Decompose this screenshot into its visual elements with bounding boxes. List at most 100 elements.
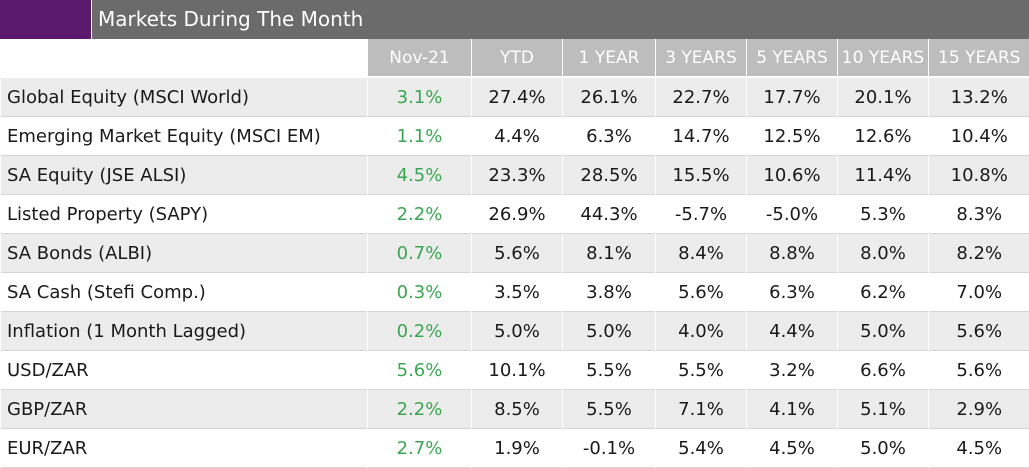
return-cell: 4.5%	[929, 429, 1029, 468]
return-cell: 10.4%	[929, 117, 1029, 156]
return-cell: 5.6%	[656, 273, 747, 312]
table-row: Listed Property (SAPY)2.2%26.9%44.3%-5.7…	[1, 195, 1029, 234]
return-cell: 4.1%	[747, 390, 838, 429]
return-cell: 8.4%	[656, 234, 747, 273]
table-row: SA Equity (JSE ALSI)4.5%23.3%28.5%15.5%1…	[1, 156, 1029, 195]
return-cell: 5.0%	[838, 312, 929, 351]
row-label: Emerging Market Equity (MSCI EM)	[1, 117, 368, 156]
return-cell: 4.4%	[472, 117, 563, 156]
return-cell: 7.1%	[656, 390, 747, 429]
title-bar: Markets During The Month	[0, 0, 1029, 39]
return-cell: 12.5%	[747, 117, 838, 156]
return-cell: 5.0%	[838, 429, 929, 468]
row-label: SA Bonds (ALBI)	[1, 234, 368, 273]
return-cell: 15.5%	[656, 156, 747, 195]
column-header: 3 YEARS	[656, 39, 747, 77]
header-blank-cell	[1, 39, 368, 77]
month-return-cell: 3.1%	[368, 77, 472, 117]
return-cell: 8.1%	[563, 234, 656, 273]
month-return-cell: 0.3%	[368, 273, 472, 312]
return-cell: 5.5%	[563, 390, 656, 429]
return-cell: 8.3%	[929, 195, 1029, 234]
table-row: SA Cash (Stefi Comp.)0.3%3.5%3.8%5.6%6.3…	[1, 273, 1029, 312]
return-cell: 8.2%	[929, 234, 1029, 273]
return-cell: 5.6%	[929, 351, 1029, 390]
return-cell: 11.4%	[838, 156, 929, 195]
row-label: USD/ZAR	[1, 351, 368, 390]
return-cell: 5.0%	[472, 312, 563, 351]
return-cell: 26.1%	[563, 77, 656, 117]
return-cell: 6.6%	[838, 351, 929, 390]
return-cell: 4.0%	[656, 312, 747, 351]
return-cell: 23.3%	[472, 156, 563, 195]
table-row: Emerging Market Equity (MSCI EM)1.1%4.4%…	[1, 117, 1029, 156]
month-return-cell: 0.2%	[368, 312, 472, 351]
header-row: Nov-21 YTD 1 YEAR 3 YEARS 5 YEARS 10 YEA…	[1, 39, 1029, 77]
return-cell: 3.5%	[472, 273, 563, 312]
month-return-cell: 0.7%	[368, 234, 472, 273]
return-cell: 10.8%	[929, 156, 1029, 195]
return-cell: 10.6%	[747, 156, 838, 195]
month-return-cell: 2.2%	[368, 390, 472, 429]
row-label: Global Equity (MSCI World)	[1, 77, 368, 117]
return-cell: 5.1%	[838, 390, 929, 429]
return-cell: 1.9%	[472, 429, 563, 468]
return-cell: 7.0%	[929, 273, 1029, 312]
return-cell: 3.8%	[563, 273, 656, 312]
month-return-cell: 2.2%	[368, 195, 472, 234]
column-header: 10 YEARS	[838, 39, 929, 77]
title-accent-swatch	[0, 0, 91, 39]
row-label: SA Cash (Stefi Comp.)	[1, 273, 368, 312]
return-cell: 10.1%	[472, 351, 563, 390]
table-row: Global Equity (MSCI World)3.1%27.4%26.1%…	[1, 77, 1029, 117]
column-header: Nov-21	[368, 39, 472, 77]
return-cell: 8.8%	[747, 234, 838, 273]
month-return-cell: 1.1%	[368, 117, 472, 156]
return-cell: 13.2%	[929, 77, 1029, 117]
return-cell: -5.7%	[656, 195, 747, 234]
return-cell: -5.0%	[747, 195, 838, 234]
row-label: Listed Property (SAPY)	[1, 195, 368, 234]
return-cell: 3.2%	[747, 351, 838, 390]
month-return-cell: 5.6%	[368, 351, 472, 390]
return-cell: 5.4%	[656, 429, 747, 468]
return-cell: 5.0%	[563, 312, 656, 351]
table-title: Markets During The Month	[91, 0, 1029, 39]
return-cell: 5.5%	[563, 351, 656, 390]
column-header: 15 YEARS	[929, 39, 1029, 77]
table-row: SA Bonds (ALBI)0.7%5.6%8.1%8.4%8.8%8.0%8…	[1, 234, 1029, 273]
return-cell: 5.3%	[838, 195, 929, 234]
return-cell: 44.3%	[563, 195, 656, 234]
return-cell: 6.2%	[838, 273, 929, 312]
return-cell: 5.5%	[656, 351, 747, 390]
return-cell: 8.0%	[838, 234, 929, 273]
table-row: Inflation (1 Month Lagged)0.2%5.0%5.0%4.…	[1, 312, 1029, 351]
column-header: YTD	[472, 39, 563, 77]
column-header: 5 YEARS	[747, 39, 838, 77]
row-label: Inflation (1 Month Lagged)	[1, 312, 368, 351]
return-cell: 4.4%	[747, 312, 838, 351]
return-cell: 27.4%	[472, 77, 563, 117]
return-cell: 12.6%	[838, 117, 929, 156]
column-header: 1 YEAR	[563, 39, 656, 77]
row-label: EUR/ZAR	[1, 429, 368, 468]
return-cell: 2.9%	[929, 390, 1029, 429]
return-cell: 8.5%	[472, 390, 563, 429]
return-cell: 5.6%	[472, 234, 563, 273]
month-return-cell: 4.5%	[368, 156, 472, 195]
return-cell: 4.5%	[747, 429, 838, 468]
return-cell: 17.7%	[747, 77, 838, 117]
return-cell: 26.9%	[472, 195, 563, 234]
return-cell: 6.3%	[747, 273, 838, 312]
markets-table: Nov-21 YTD 1 YEAR 3 YEARS 5 YEARS 10 YEA…	[0, 39, 1029, 468]
return-cell: 14.7%	[656, 117, 747, 156]
return-cell: 28.5%	[563, 156, 656, 195]
return-cell: 5.6%	[929, 312, 1029, 351]
row-label: GBP/ZAR	[1, 390, 368, 429]
return-cell: -0.1%	[563, 429, 656, 468]
return-cell: 20.1%	[838, 77, 929, 117]
